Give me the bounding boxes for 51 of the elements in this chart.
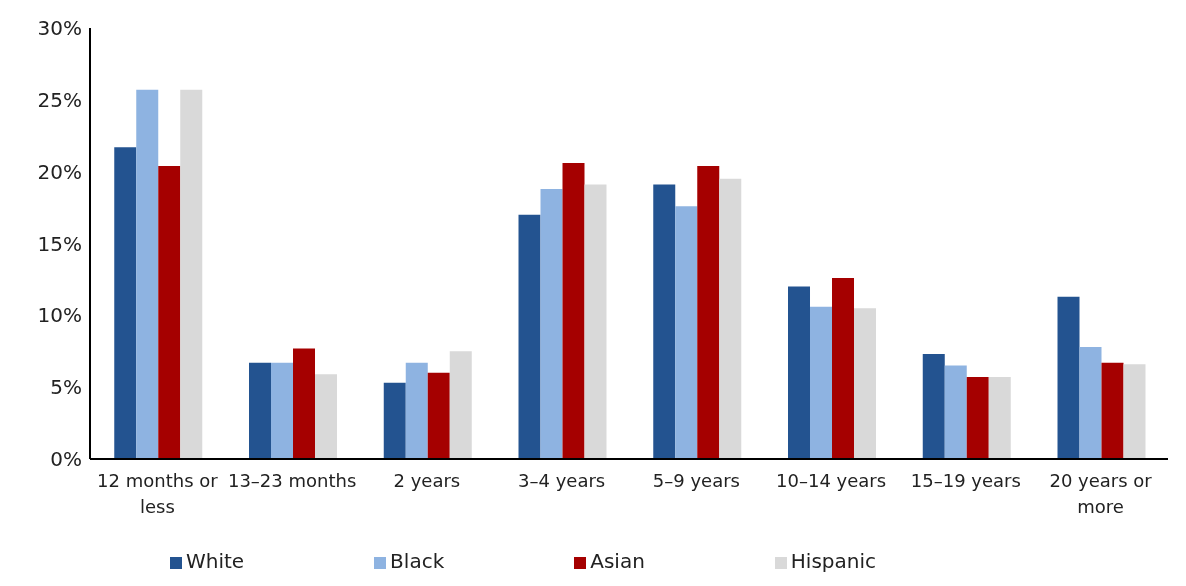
x-tick-label: 10–14 years — [776, 470, 887, 491]
legend-label: Hispanic — [790, 549, 877, 573]
x-tick-label: 13–23 months — [227, 470, 357, 491]
bar — [988, 377, 1011, 459]
bar — [653, 184, 676, 459]
bar — [136, 89, 159, 459]
y-tick-label: 10% — [37, 303, 82, 328]
bar — [1123, 364, 1146, 459]
bar — [518, 214, 541, 459]
bar — [249, 362, 272, 459]
bar — [1079, 346, 1102, 459]
x-tick-label: 15–19 years — [910, 470, 1021, 491]
bar — [293, 348, 316, 459]
x-tick-label: 2 years — [393, 470, 461, 491]
y-tick-label: 5% — [50, 375, 82, 400]
bar — [944, 365, 967, 459]
y-tick-label: 0% — [50, 447, 82, 472]
bar — [697, 165, 720, 459]
bar — [315, 374, 338, 459]
bar — [449, 351, 472, 459]
bar — [383, 382, 406, 459]
y-tick-label: 20% — [37, 159, 82, 184]
bar — [832, 277, 855, 459]
y-tick-label: 30% — [37, 16, 82, 41]
bar — [562, 163, 585, 459]
bar — [158, 165, 181, 459]
bar — [810, 306, 833, 459]
bar — [1057, 296, 1080, 459]
x-tick-label: 20 years or more — [1049, 470, 1153, 517]
bar — [788, 286, 811, 459]
y-tick-label: 15% — [37, 231, 82, 256]
bar — [854, 308, 877, 459]
bar — [922, 354, 945, 459]
x-tick-label: 3–4 years — [518, 470, 606, 491]
bar — [540, 188, 563, 459]
bar — [405, 362, 428, 459]
x-tick-label: 12 months or less — [97, 470, 219, 517]
legend-label: Black — [390, 549, 445, 573]
bar — [1101, 362, 1124, 459]
bar — [675, 206, 698, 459]
y-tick-label: 25% — [37, 87, 82, 112]
bar — [180, 89, 203, 459]
bar — [719, 178, 742, 459]
x-tick-label: 5–9 years — [652, 470, 740, 491]
bar — [427, 372, 450, 459]
bar — [271, 362, 294, 459]
bar — [114, 147, 137, 459]
legend-label: White — [185, 549, 245, 573]
bar — [584, 184, 607, 459]
bar — [966, 377, 989, 459]
legend-label: Asian — [590, 549, 645, 573]
